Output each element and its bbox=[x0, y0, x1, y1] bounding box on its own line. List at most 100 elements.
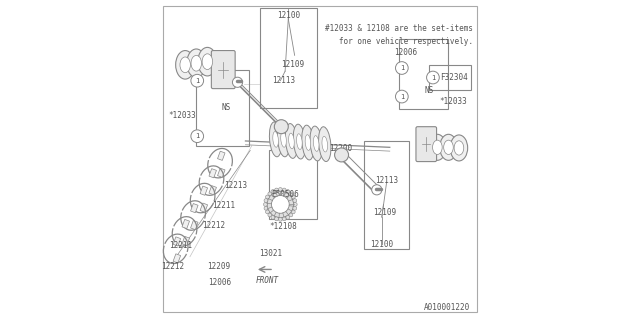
Text: F32304: F32304 bbox=[440, 73, 468, 82]
Ellipse shape bbox=[314, 136, 319, 151]
Bar bbox=[269, 150, 317, 219]
Circle shape bbox=[267, 191, 294, 218]
Ellipse shape bbox=[289, 133, 294, 149]
Bar bbox=[173, 237, 180, 246]
Ellipse shape bbox=[202, 54, 212, 69]
Ellipse shape bbox=[429, 134, 446, 160]
Text: *12033: *12033 bbox=[439, 97, 467, 106]
Text: 12211: 12211 bbox=[212, 202, 235, 211]
Circle shape bbox=[427, 71, 439, 84]
Circle shape bbox=[271, 196, 289, 213]
Circle shape bbox=[286, 189, 290, 193]
Ellipse shape bbox=[433, 140, 442, 155]
Circle shape bbox=[275, 120, 288, 134]
Text: 12211: 12211 bbox=[169, 241, 192, 250]
Ellipse shape bbox=[175, 51, 195, 79]
Text: 1: 1 bbox=[431, 75, 435, 81]
Circle shape bbox=[289, 213, 292, 217]
Circle shape bbox=[291, 195, 295, 199]
Circle shape bbox=[289, 192, 292, 196]
Ellipse shape bbox=[293, 124, 305, 159]
Ellipse shape bbox=[296, 134, 302, 149]
Text: NS: NS bbox=[222, 103, 231, 112]
Ellipse shape bbox=[277, 122, 290, 157]
Circle shape bbox=[268, 213, 272, 217]
Ellipse shape bbox=[301, 125, 314, 160]
Bar bbox=[209, 169, 216, 178]
Text: 12006: 12006 bbox=[209, 278, 232, 287]
Bar bbox=[182, 236, 189, 245]
Circle shape bbox=[191, 130, 204, 142]
Text: NS: NS bbox=[425, 86, 434, 95]
Ellipse shape bbox=[191, 55, 202, 71]
Text: *12108: *12108 bbox=[269, 222, 298, 231]
Circle shape bbox=[293, 199, 297, 203]
Circle shape bbox=[278, 188, 282, 191]
Circle shape bbox=[271, 215, 275, 219]
Text: 12006: 12006 bbox=[394, 48, 417, 57]
Circle shape bbox=[275, 188, 278, 192]
Text: E50506: E50506 bbox=[271, 190, 299, 199]
Ellipse shape bbox=[310, 126, 323, 161]
Ellipse shape bbox=[281, 132, 286, 147]
Ellipse shape bbox=[305, 135, 311, 150]
Bar bbox=[200, 186, 207, 195]
Text: 1: 1 bbox=[195, 133, 200, 139]
Circle shape bbox=[282, 188, 286, 192]
Text: 1: 1 bbox=[195, 78, 200, 84]
Text: 12100: 12100 bbox=[371, 240, 394, 249]
Text: FRONT: FRONT bbox=[256, 276, 279, 285]
Bar bbox=[209, 186, 216, 195]
Text: #12033 & 12108 are the set-items
   for one vehicle respectively.: #12033 & 12108 are the set-items for one… bbox=[324, 24, 473, 46]
Circle shape bbox=[264, 199, 268, 203]
Circle shape bbox=[293, 206, 297, 210]
Circle shape bbox=[278, 217, 282, 221]
FancyBboxPatch shape bbox=[416, 127, 436, 162]
Bar bbox=[218, 168, 225, 177]
Circle shape bbox=[286, 215, 290, 219]
Text: 12212: 12212 bbox=[161, 262, 184, 271]
Bar bbox=[364, 141, 409, 249]
Text: 12200: 12200 bbox=[330, 144, 353, 153]
Text: 12109: 12109 bbox=[374, 208, 397, 217]
Text: 12100: 12100 bbox=[276, 11, 300, 20]
Bar bbox=[173, 254, 180, 263]
Circle shape bbox=[282, 217, 286, 221]
Ellipse shape bbox=[454, 141, 464, 155]
Circle shape bbox=[264, 206, 268, 210]
Circle shape bbox=[266, 210, 269, 214]
Text: 12213: 12213 bbox=[225, 181, 248, 190]
Text: A010001220: A010001220 bbox=[424, 303, 470, 312]
Bar bbox=[191, 204, 198, 213]
Circle shape bbox=[232, 77, 243, 87]
Text: 12113: 12113 bbox=[272, 76, 295, 85]
Ellipse shape bbox=[444, 140, 453, 155]
Text: 12209: 12209 bbox=[207, 262, 230, 271]
Bar bbox=[218, 151, 225, 160]
Circle shape bbox=[191, 74, 204, 87]
Circle shape bbox=[293, 203, 297, 206]
Text: 12109: 12109 bbox=[282, 60, 305, 69]
Text: 12113: 12113 bbox=[375, 176, 398, 185]
Bar bbox=[200, 203, 207, 212]
Ellipse shape bbox=[319, 127, 331, 162]
Circle shape bbox=[264, 203, 268, 206]
Ellipse shape bbox=[285, 124, 298, 158]
Bar bbox=[196, 69, 248, 146]
Ellipse shape bbox=[198, 47, 217, 76]
Ellipse shape bbox=[273, 132, 278, 147]
Ellipse shape bbox=[440, 134, 457, 160]
Bar bbox=[260, 8, 317, 108]
Ellipse shape bbox=[322, 136, 328, 152]
Text: *12033: *12033 bbox=[168, 111, 196, 120]
Circle shape bbox=[372, 185, 382, 195]
Circle shape bbox=[266, 195, 269, 199]
Bar bbox=[429, 65, 470, 90]
FancyBboxPatch shape bbox=[211, 51, 235, 89]
Ellipse shape bbox=[187, 49, 206, 77]
Text: 12212: 12212 bbox=[202, 220, 225, 229]
Bar bbox=[191, 220, 198, 230]
Text: 1: 1 bbox=[400, 93, 404, 100]
Text: 1: 1 bbox=[400, 65, 404, 71]
Ellipse shape bbox=[269, 122, 282, 157]
